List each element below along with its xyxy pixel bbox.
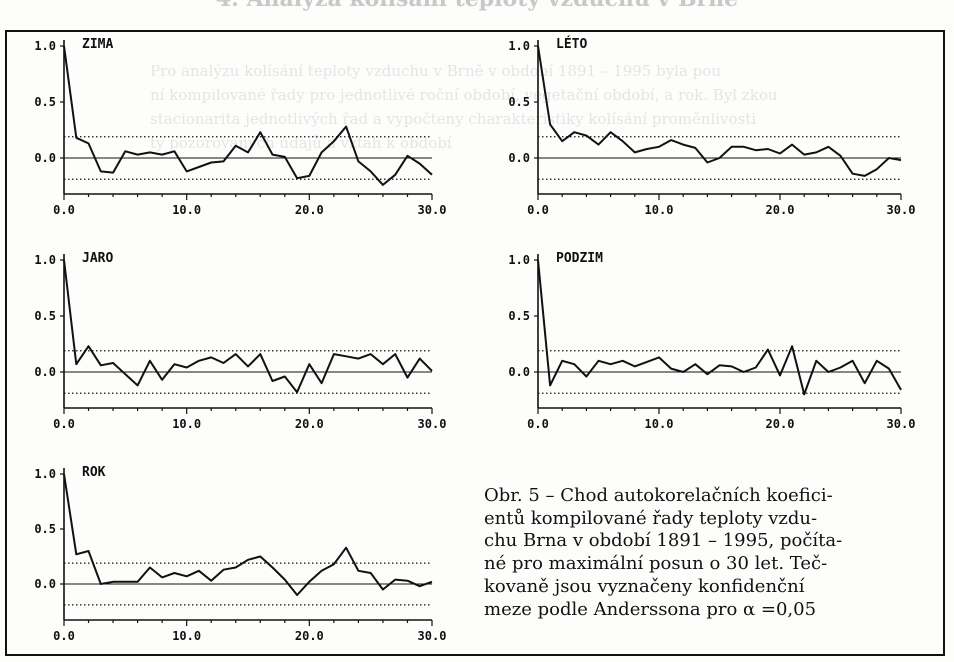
y-tick-label: 0.5 [508,95,530,109]
panel-title: PODZIM [556,251,603,266]
y-tick-label: 0.0 [34,365,56,379]
x-tick-label: 30.0 [418,417,447,431]
y-tick-label: 1.0 [508,253,530,267]
x-tick-label: 30.0 [418,203,447,217]
figure-frame [5,30,945,656]
caption-line: entů kompilované řady teploty vzdu- [484,507,818,529]
x-tick-label: 0.0 [527,417,549,431]
y-tick-label: 1.0 [508,39,530,53]
series-line [537,259,902,396]
series-line [63,473,433,596]
x-tick-label: 20.0 [295,629,324,643]
series-line [63,259,433,394]
x-tick-label: 10.0 [645,417,674,431]
caption-line: meze podle Anderssona pro α =0,05 [484,598,817,620]
bleed-through-line: Pro analýzu kolísání teploty vzduchu v B… [150,62,721,80]
x-tick-label: 30.0 [887,203,916,217]
panel-title: ROK [82,465,106,480]
x-tick-label: 10.0 [172,203,201,217]
x-tick-label: 0.0 [53,629,75,643]
caption-line: chu Brna v období 1891 – 1995, počíta- [484,530,843,552]
y-tick-label: 0.0 [34,577,56,591]
y-tick-label: 1.0 [34,39,56,53]
y-tick-label: 0.0 [508,151,530,165]
x-tick-label: 0.0 [527,203,549,217]
x-tick-label: 10.0 [172,417,201,431]
panel-title: JARO [82,251,113,266]
x-tick-label: 20.0 [295,203,324,217]
series-line [63,45,433,186]
x-tick-label: 20.0 [295,417,324,431]
caption-line: Obr. 5 – Chod autokorelačních koefici- [484,485,833,506]
y-tick-label: 0.0 [508,365,530,379]
panel-title: ZIMA [82,37,113,52]
figure-caption: Obr. 5 – Chod autokorelačních koefici- e… [484,485,940,621]
x-tick-label: 30.0 [887,417,916,431]
x-tick-label: 20.0 [766,417,795,431]
panel-title: LÉTO [556,36,587,52]
x-tick-label: 10.0 [645,203,674,217]
x-tick-label: 30.0 [418,629,447,643]
bleed-through-line: ní kompilované řady pro jednotlivé roční… [150,86,778,104]
caption-line: né pro maximální posun o 30 let. Teč- [484,553,828,575]
x-tick-label: 10.0 [172,629,201,643]
x-tick-label: 0.0 [53,417,75,431]
series-line [537,45,902,177]
y-tick-label: 0.5 [508,309,530,323]
x-tick-label: 20.0 [766,203,795,217]
x-tick-label: 0.0 [53,203,75,217]
bleed-through-heading: 4. Analýza kolísání teploty vzduchu v Br… [0,0,954,12]
y-tick-label: 0.5 [34,522,56,536]
y-tick-label: 0.0 [34,151,56,165]
y-tick-label: 0.5 [34,309,56,323]
caption-line: kovaně jsou vyznačeny konfidenční [484,575,805,597]
y-tick-label: 0.5 [34,95,56,109]
bleed-through-line: ty pozorovaných údajů a vztah k období [150,134,452,152]
y-tick-label: 1.0 [34,467,56,481]
bleed-through-line: stacionarita jednotlivých řad a vypočten… [150,110,757,128]
y-tick-label: 1.0 [34,253,56,267]
